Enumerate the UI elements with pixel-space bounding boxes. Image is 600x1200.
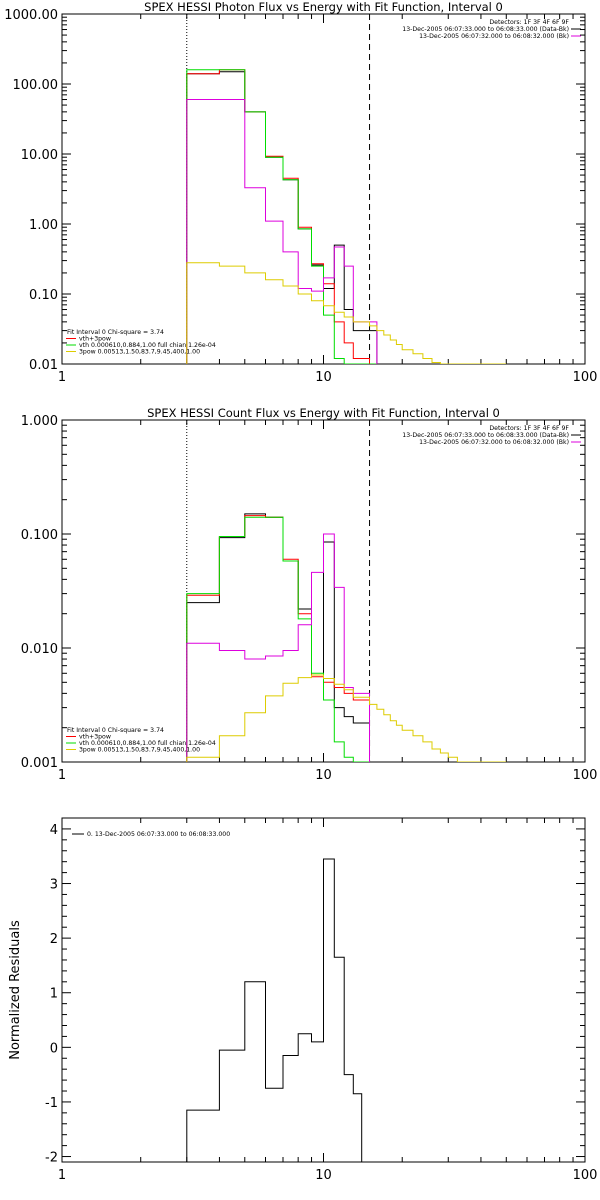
y-tick-label: 0.10 — [29, 288, 58, 303]
series-line-3 — [186, 516, 370, 762]
data-layer — [186, 513, 507, 762]
y-tick-label: 1 — [50, 987, 58, 1002]
series-line-5 — [186, 674, 507, 762]
chart-title: SPEX HESSI Photon Flux vs Energy with Fi… — [144, 0, 503, 14]
y-tick-label: 1.000 — [21, 414, 58, 429]
y-tick-label: 3 — [50, 878, 58, 893]
header-line: 13-Dec-2005 06:07:32.000 to 06:08:32.000… — [419, 439, 569, 446]
series-line-3 — [186, 69, 377, 364]
x-tick-label: 100 — [573, 370, 598, 385]
legend-entry: Fit Interval 0 Chi-square = 3.74 — [67, 329, 164, 336]
series-line-1 — [186, 71, 378, 364]
x-tick-label: 1 — [58, 370, 66, 385]
data-layer — [186, 858, 363, 1162]
y-tick-label: 0 — [50, 1041, 58, 1056]
x-tick-label: 100 — [573, 1168, 598, 1183]
y-tick-label: 0.001 — [21, 756, 58, 771]
data-layer — [186, 69, 507, 364]
header-line: Detectors: 1F 3F 4F 6F 9F — [489, 425, 569, 432]
header-line: 13-Dec-2005 06:07:33.000 to 06:08:33.000… — [402, 26, 569, 33]
x-tick-label: 10 — [315, 370, 332, 385]
y-tick-label: -2 — [45, 1151, 58, 1166]
legend-entry: vth 0.000610,0.884,1.00 full chian 1.26e… — [79, 740, 216, 747]
series-line-1 — [186, 858, 363, 1162]
chart-1: SPEX HESSI Photon Flux vs Energy with Fi… — [4, 0, 597, 385]
legend-entry: Fit Interval 0 Chi-square = 3.74 — [67, 727, 164, 734]
series-line-4 — [186, 533, 370, 762]
legend-entry: vth 0.000610,0.884,1.00 full chian 1.26e… — [79, 342, 216, 349]
series-line-2 — [186, 515, 370, 762]
series-line-5 — [186, 262, 507, 364]
chart-title: SPEX HESSI Count Flux vs Energy with Fit… — [147, 406, 500, 420]
y-axis-label: Normalized Residuals — [8, 920, 23, 1060]
chart-2: SPEX HESSI Count Flux vs Energy with Fit… — [21, 406, 598, 783]
x-tick-label: 1 — [58, 768, 66, 783]
legend-entry: vth+3pow — [79, 336, 111, 343]
legend-entry: 0. 13-Dec-2005 06:07:33.000 to 06:08:33.… — [87, 831, 230, 838]
x-tick-label: 1 — [58, 1168, 66, 1183]
header-line: Detectors: 1F 3F 4F 6F 9F — [489, 19, 569, 26]
header-line: 13-Dec-2005 06:07:33.000 to 06:08:33.000… — [402, 432, 569, 439]
y-tick-label: 0.01 — [29, 358, 58, 373]
x-tick-label: 10 — [315, 768, 332, 783]
legend-entry: 3pow 0.00513,1.50,83.7,9.45,400,1.00 — [79, 349, 200, 356]
legend-entry: vth+3pow — [79, 734, 111, 741]
y-tick-label: 0.100 — [21, 528, 58, 543]
y-tick-label: 100.00 — [13, 78, 59, 93]
y-tick-label: -1 — [45, 1096, 58, 1111]
legend-entry: 3pow 0.00513,1.50,83.7,9.45,400,1.00 — [79, 747, 200, 754]
header-line: 13-Dec-2005 06:07:32.000 to 06:08:32.000… — [419, 33, 569, 40]
y-tick-label: 1.00 — [29, 218, 58, 233]
y-tick-label: 0.010 — [21, 642, 58, 657]
series-line-4 — [186, 99, 378, 364]
x-tick-label: 100 — [573, 768, 598, 783]
series-line-2 — [186, 69, 377, 364]
y-tick-label: 1000.00 — [4, 8, 58, 23]
chart-3: 1 10 100 -2 -1 0 1 2 3 4 Normalized Residuals 0. 13… — [8, 817, 598, 1183]
series-line-1 — [186, 513, 370, 762]
x-tick-label: 10 — [315, 1168, 332, 1183]
y-tick-label: 4 — [50, 823, 58, 838]
y-tick-label: 2 — [50, 932, 58, 947]
y-tick-label: 10.00 — [21, 148, 58, 163]
